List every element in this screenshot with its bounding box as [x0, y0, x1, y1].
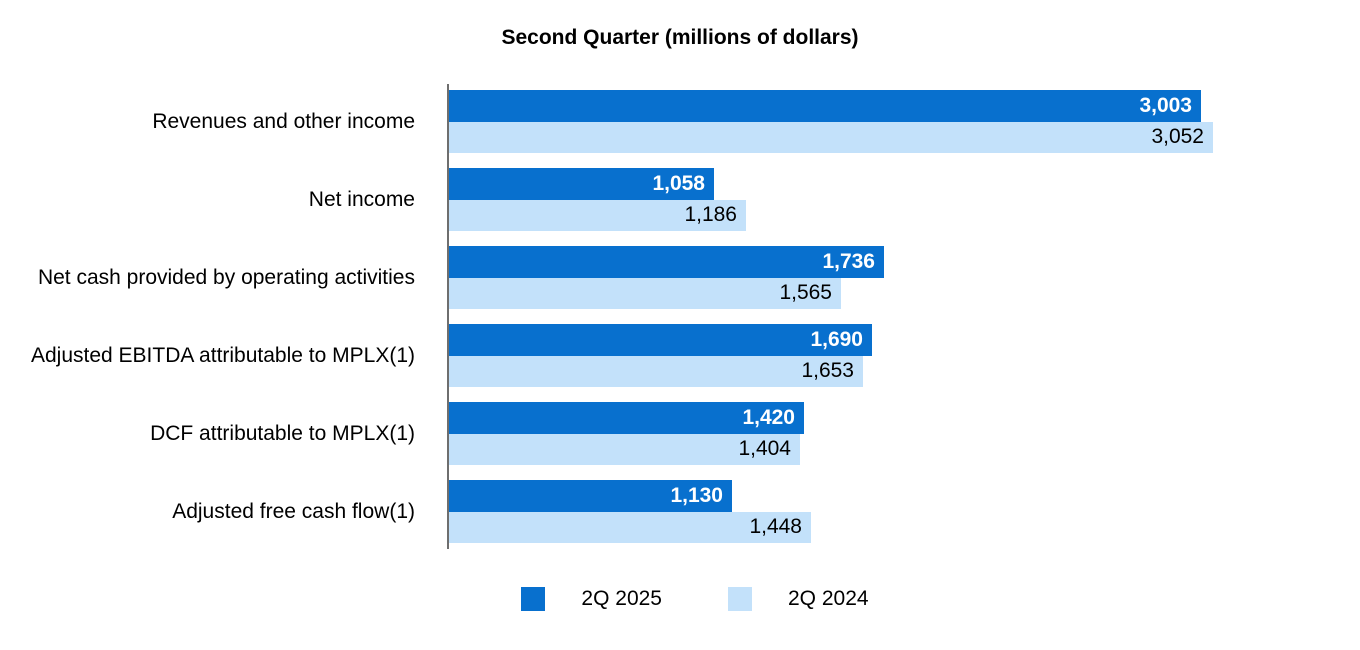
bar-2q-2025: 1,058	[449, 168, 714, 200]
bar-2q-2025: 1,130	[449, 480, 732, 512]
bar-value-label: 3,003	[1139, 93, 1192, 117]
bar-value-label: 1,420	[742, 405, 795, 429]
bar-value-label: 1,448	[749, 515, 802, 539]
chart-plot-area: Revenues and other income 3,003 3,052 Net i…	[0, 90, 1360, 558]
legend-swatch-2q-2025	[521, 587, 546, 611]
bar-value-label: 1,130	[670, 483, 723, 507]
bar-2q-2025: 1,690	[449, 324, 872, 356]
legend-swatch-2q-2024	[728, 587, 752, 611]
bar-value-label: 1,058	[652, 171, 705, 195]
bar-2q-2024: 1,653	[449, 355, 863, 387]
chart-row: Revenues and other income 3,003 3,052	[0, 90, 1360, 153]
chart-row: Net cash provided by operating activitie…	[0, 246, 1360, 309]
category-label: Revenues and other income	[152, 109, 415, 133]
bar-value-label: 1,186	[684, 203, 737, 227]
chart-row: DCF attributable to MPLX(1) 1,420 1,404	[0, 402, 1360, 465]
bar-value-label: 1,404	[738, 437, 791, 461]
bar-pair: 1,736 1,565	[447, 246, 1360, 309]
chart-legend: 2Q 2025 2Q 2024	[15, 587, 1360, 611]
chart-row: Net income 1,058 1,186	[0, 168, 1360, 231]
bar-pair: 1,420 1,404	[447, 402, 1360, 465]
bar-pair: 3,003 3,052	[447, 90, 1360, 153]
category-label: Net cash provided by operating activitie…	[37, 265, 415, 289]
bar-pair: 1,058 1,186	[447, 168, 1360, 231]
bar-2q-2024: 1,186	[449, 199, 746, 231]
chart-title: Second Quarter (millions of dollars)	[501, 26, 859, 49]
bar-2q-2024: 1,565	[449, 277, 841, 309]
chart-row: Adjusted EBITDA attributable to MPLX(1) 1…	[0, 324, 1360, 387]
legend-label-2q-2024: 2Q 2024	[788, 587, 869, 610]
chart-row: Adjusted free cash flow(1) 1,130 1,448	[0, 480, 1360, 543]
bar-value-label: 1,736	[822, 249, 875, 273]
category-label: Adjusted free cash flow(1)	[172, 499, 415, 523]
bar-value-label: 1,565	[779, 281, 832, 305]
bar-2q-2024: 1,448	[449, 511, 811, 543]
bar-pair: 1,690 1,653	[447, 324, 1360, 387]
category-label: DCF attributable to MPLX(1)	[150, 421, 415, 445]
bar-value-label: 1,690	[810, 327, 863, 351]
y-axis-line	[447, 84, 449, 549]
legend-label-2q-2025: 2Q 2025	[581, 587, 662, 610]
bar-value-label: 3,052	[1151, 125, 1204, 149]
bar-value-label: 1,653	[801, 359, 854, 383]
bar-2q-2025: 1,420	[449, 402, 804, 434]
bar-2q-2025: 3,003	[449, 90, 1201, 122]
bar-2q-2025: 1,736	[449, 246, 884, 278]
bar-2q-2024: 1,404	[449, 433, 800, 465]
category-label: Adjusted EBITDA attributable to MPLX(1)	[30, 343, 415, 367]
category-label: Net income	[308, 187, 415, 211]
bar-pair: 1,130 1,448	[447, 480, 1360, 543]
bar-2q-2024: 3,052	[449, 121, 1213, 153]
